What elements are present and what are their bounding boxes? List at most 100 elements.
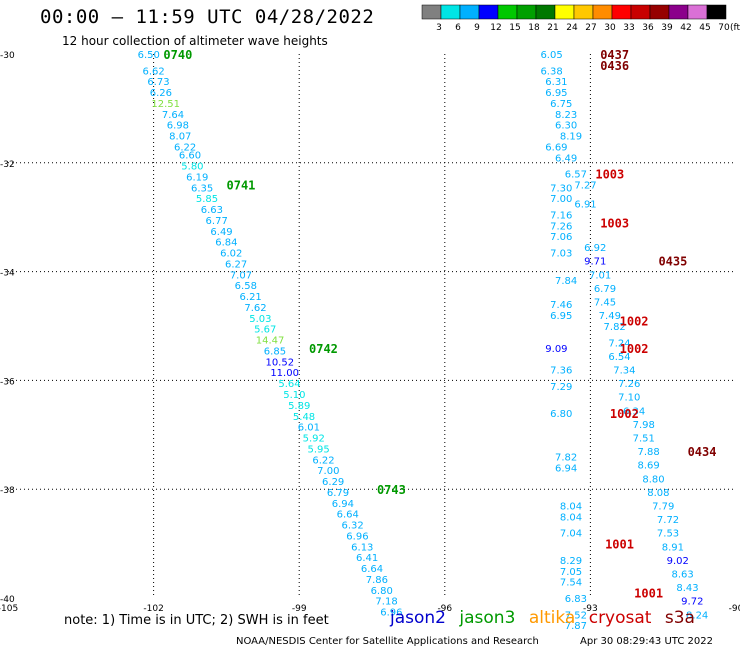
pass-time-label: 1003: [595, 168, 624, 182]
wave-height-point: 7.00: [550, 194, 572, 205]
wave-height-point: 7.07: [230, 270, 252, 281]
colorbar-label: 39: [661, 23, 673, 33]
wave-height-point: 7.98: [633, 420, 655, 431]
wave-height-point: 7.36: [550, 366, 572, 377]
wave-height-point: 6.92: [584, 243, 606, 254]
colorbar-label: 21: [547, 23, 558, 33]
wave-height-point: 5.89: [288, 401, 310, 412]
wave-height-point: 5.67: [254, 325, 276, 336]
colorbar-label: 24: [566, 23, 578, 33]
wave-height-point: 6.57: [565, 170, 587, 181]
colorbar-unit: (ft): [730, 23, 740, 33]
colorbar-label: 27: [585, 23, 596, 33]
wave-height-point: 6.79: [327, 488, 349, 499]
pass-time-label: 0437: [600, 48, 629, 62]
wave-height-point: 6.02: [220, 249, 242, 260]
wave-height-point: 6.94: [555, 463, 577, 474]
wave-height-point: 6.64: [337, 510, 359, 521]
wave-height-point: 6.05: [540, 50, 562, 61]
wave-height-point: 7.46: [550, 300, 572, 311]
wave-height-point: 5.03: [249, 314, 271, 325]
footnote: note: 1) Time is in UTC; 2) SWH is in fe…: [64, 613, 329, 628]
wave-height-point: 7.04: [560, 529, 582, 540]
wave-height-point: 7.79: [652, 502, 674, 513]
wave-height-point: 7.30: [550, 183, 572, 194]
wave-height-point: 7.54: [560, 578, 582, 589]
colorbar-label: 45: [699, 23, 710, 33]
pass-time-label: 0435: [658, 255, 687, 269]
wave-height-point: 5.92: [303, 434, 325, 445]
pass-time-label: 1002: [620, 315, 649, 329]
colorbar-label: 6: [455, 23, 461, 33]
wave-height-point: 7.26: [550, 221, 572, 232]
wave-height-point: 7.16: [550, 210, 572, 221]
colorbar-label: 3: [436, 23, 442, 33]
satellite-altika: altika: [528, 608, 576, 628]
wave-height-point: 7.01: [589, 270, 611, 281]
pass-time-label: 1002: [610, 407, 639, 421]
wave-height-point: 5.95: [307, 444, 329, 455]
wave-height-point: 6.96: [346, 531, 368, 542]
wave-height-point: 7.10: [618, 393, 640, 404]
wave-height-point: 6.58: [235, 281, 257, 292]
wave-height-point: 6.63: [201, 205, 223, 216]
y-tick-label: -38: [0, 486, 15, 496]
wave-height-point: 7.05: [560, 567, 582, 578]
y-tick-label: -34: [0, 269, 15, 279]
wave-height-point: 6.95: [545, 88, 567, 99]
generated-timestamp: Apr 30 08:29:43 UTC 2022: [580, 636, 713, 647]
wave-height-point: 9.71: [584, 257, 606, 268]
wave-height-point: 6.98: [167, 121, 189, 132]
colorbar-label: 12: [490, 23, 501, 33]
y-tick-label: -30: [0, 51, 15, 61]
wave-height-point: 7.49: [599, 311, 621, 322]
wave-height-point: 6.54: [608, 352, 630, 363]
satellite-jason3: jason3: [459, 608, 516, 628]
y-tick-label: -32: [0, 160, 15, 170]
wave-height-point: 7.62: [244, 303, 266, 314]
pass-time-label: 0741: [227, 179, 256, 193]
wave-height-point: 7.82: [604, 322, 626, 333]
satellite-legend: jason2 jason3 altika cryosat s3a: [390, 608, 703, 628]
pass-time-label: 1001: [634, 587, 663, 601]
wave-height-point: 6.27: [225, 259, 247, 270]
wave-height-point: 6.69: [545, 142, 567, 153]
wave-height-point: 6.22: [312, 455, 334, 466]
wave-height-point: 6.83: [565, 594, 587, 605]
wave-height-point: 8.63: [671, 570, 693, 581]
wave-height-point: 7.86: [366, 575, 388, 586]
colorbar-label: 36: [642, 23, 654, 33]
colorbar-label: 18: [528, 23, 540, 33]
wave-height-point: 7.72: [657, 515, 679, 526]
wave-height-point: 7.18: [375, 597, 397, 608]
wave-height-point: 8.91: [662, 542, 684, 553]
wave-height-point: 7.06: [550, 232, 572, 243]
wave-height-point: 6.73: [147, 77, 169, 88]
wave-height-point: 7.64: [162, 110, 184, 121]
wave-height-point: 7.53: [657, 529, 679, 540]
wave-height-point: 7.87: [565, 621, 587, 632]
wave-height-point: 6.30: [555, 121, 577, 132]
wave-height-point: 8.08: [647, 488, 669, 499]
wave-height-point: 6.85: [264, 346, 286, 357]
wave-height-point: 9.72: [681, 597, 703, 608]
wave-height-point: 6.22: [174, 142, 196, 153]
wave-height-point: 6.84: [215, 238, 237, 249]
wave-height-point: 5.48: [293, 412, 315, 423]
wave-height-point: 6.91: [574, 200, 596, 211]
wave-height-point: 9.09: [545, 344, 567, 355]
wave-height-point: 6.80: [550, 409, 572, 420]
colorbar-label: 15: [509, 23, 520, 33]
pass-time-label: 1003: [600, 217, 629, 231]
wave-height-point: 6.77: [206, 216, 228, 227]
wave-height-point: 7.34: [613, 366, 635, 377]
wave-height-point: 6.95: [550, 311, 572, 322]
x-tick-label: -96: [437, 604, 452, 614]
wave-height-point: 5.10: [283, 390, 305, 401]
wave-height-point: 8.43: [676, 583, 698, 594]
wave-height-point: 8.07: [169, 132, 191, 143]
wave-height-point: 8.69: [638, 461, 660, 472]
wave-height-point: 7.26: [618, 379, 640, 390]
wave-height-point: 7.00: [317, 466, 339, 477]
